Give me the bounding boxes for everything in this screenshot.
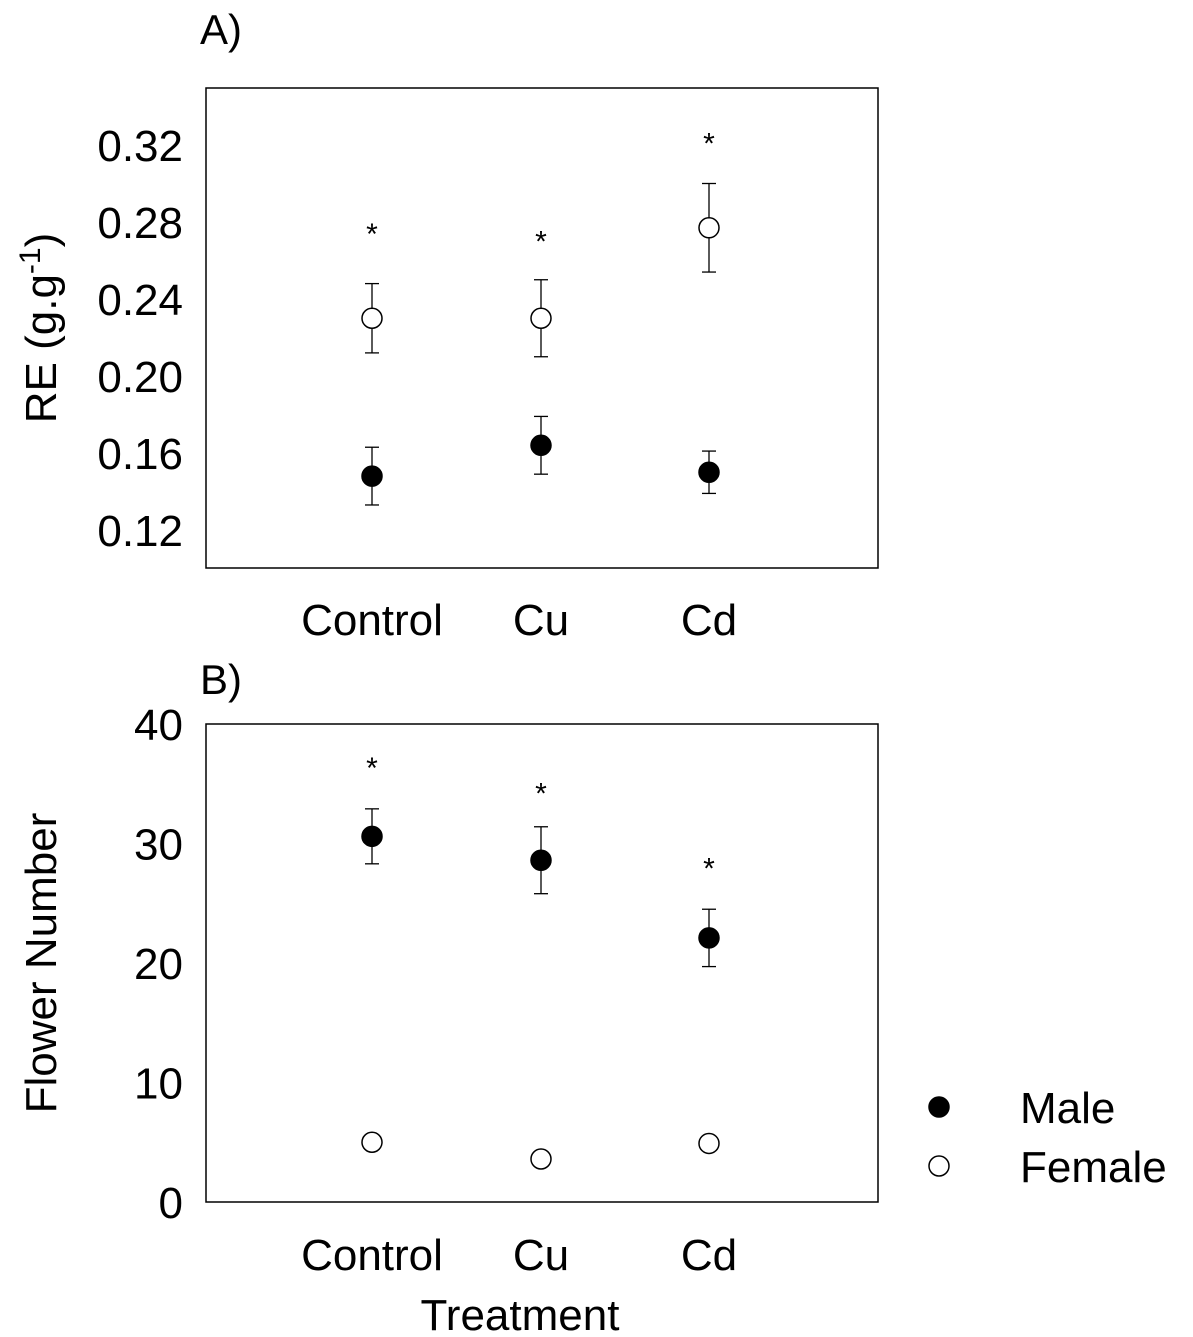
panel-a-female-point bbox=[530, 307, 552, 329]
panel-b-frame bbox=[205, 723, 879, 1203]
panel-a-x-tick-label: Cd bbox=[681, 596, 737, 645]
panel-a: A) RE (g.g-1) 0.12 0.16 0.20 0.24 0.28 0.32 C… bbox=[14, 6, 879, 645]
panel-b-male-point bbox=[361, 825, 383, 848]
panel-b-significance-marker: * bbox=[366, 752, 378, 785]
panel-a-x-ticks: Control Cu Cd bbox=[301, 596, 737, 645]
panel-b-female-point bbox=[361, 1131, 383, 1153]
panel-b-significance-marker: * bbox=[535, 777, 547, 810]
panel-a-x-tick-label: Control bbox=[301, 596, 443, 645]
panel-b-x-tick-label: Cu bbox=[513, 1231, 569, 1280]
panel-b-x-tick-label: Cd bbox=[681, 1231, 737, 1280]
panel-a-female-point bbox=[698, 217, 720, 239]
panel-b-x-ticks: Control Cu Cd bbox=[301, 1231, 737, 1280]
panel-a-y-tick-label: 0.32 bbox=[97, 122, 183, 171]
panel-a-x-tick-label: Cu bbox=[513, 596, 569, 645]
panel-a-y-tick-label: 0.28 bbox=[97, 199, 183, 248]
panel-a-y-axis-label: RE (g.g-1) bbox=[14, 233, 67, 424]
panel-b-y-axis-label: Flower Number bbox=[17, 813, 66, 1114]
panel-a-y-ticks: 0.12 0.16 0.20 0.24 0.28 0.32 bbox=[97, 122, 183, 556]
panel-b-y-tick-label: 10 bbox=[134, 1060, 183, 1109]
panel-b-y-tick-label: 20 bbox=[134, 940, 183, 989]
legend: Male Female bbox=[928, 1084, 1167, 1192]
panel-a-significance-marker: * bbox=[366, 218, 378, 251]
panel-b-female-point bbox=[530, 1148, 552, 1170]
panel-b-male-point bbox=[530, 849, 552, 871]
legend-female-label: Female bbox=[1020, 1143, 1167, 1192]
panel-b-male-point bbox=[698, 927, 720, 949]
panel-a-male-point bbox=[361, 465, 383, 487]
legend-male-label: Male bbox=[1020, 1084, 1115, 1133]
panel-b-y-ticks: 0 10 20 30 40 bbox=[134, 701, 183, 1228]
panel-a-significance-marker: * bbox=[535, 225, 547, 258]
panel-a-label: A) bbox=[200, 6, 242, 53]
panel-a-y-tick-label: 0.16 bbox=[97, 430, 183, 479]
panel-b-label: B) bbox=[200, 656, 242, 703]
panel-b-significance-marker: * bbox=[703, 853, 715, 886]
panel-a-male-point bbox=[530, 434, 552, 457]
panel-b-female-point bbox=[698, 1132, 720, 1155]
panel-b: B) Flower Number Treatment 0 10 20 30 40 Con… bbox=[17, 656, 879, 1337]
panel-b-marks: * * * bbox=[361, 752, 720, 1170]
panel-b-y-tick-label: 30 bbox=[134, 821, 183, 870]
panel-a-male-point bbox=[698, 461, 720, 483]
panel-b-x-axis-label: Treatment bbox=[421, 1291, 620, 1337]
panel-a-y-tick-label: 0.12 bbox=[97, 507, 183, 556]
panel-a-y-tick-label: 0.20 bbox=[97, 353, 183, 402]
legend-male-marker bbox=[928, 1096, 950, 1118]
panel-a-female-point bbox=[361, 307, 383, 329]
panel-a-y-tick-label: 0.24 bbox=[97, 276, 183, 325]
panel-b-y-tick-label: 0 bbox=[159, 1179, 183, 1228]
panel-a-frame bbox=[205, 87, 879, 569]
panel-a-marks: * * * bbox=[361, 127, 720, 506]
panel-b-x-tick-label: Control bbox=[301, 1231, 443, 1280]
panel-b-y-tick-label: 40 bbox=[134, 701, 183, 750]
legend-female-marker bbox=[928, 1155, 950, 1177]
panel-a-significance-marker: * bbox=[703, 127, 715, 160]
